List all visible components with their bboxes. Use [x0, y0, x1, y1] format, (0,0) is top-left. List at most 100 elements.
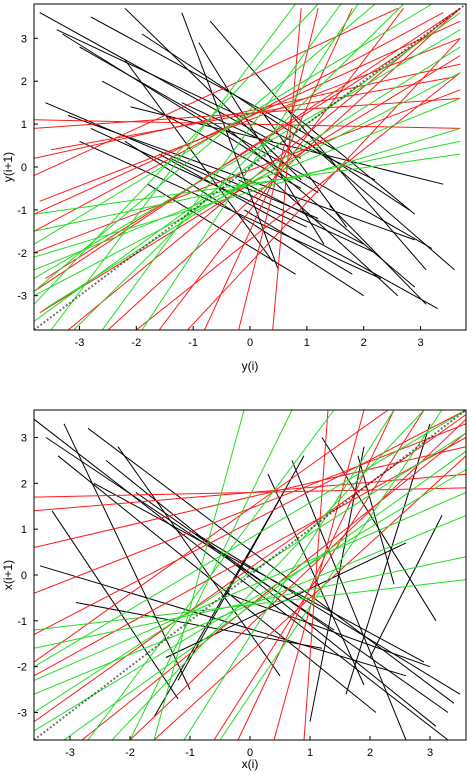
series-2-segment-16 — [34, 20, 461, 215]
series-1-segment-22 — [306, 140, 455, 271]
diagonal-trace — [34, 410, 466, 740]
series-3-segment-11 — [34, 579, 466, 631]
x-tick-label: -1 — [185, 747, 195, 759]
series-3-segment-1 — [34, 469, 466, 732]
chart-panel-2: -3 -2 -1 0 1 2 3 3 2 1 0 -1 -2 -3 x(i) x(i+1) — [1, 409, 467, 771]
x-tick-label: 2 — [361, 337, 367, 349]
series-3-segment-14 — [34, 72, 461, 297]
series-1-segment-19 — [87, 427, 455, 704]
series-1-segment-9 — [209, 20, 427, 271]
series-1-segment-29 — [238, 179, 364, 245]
series-1-segment-15 — [158, 153, 438, 310]
series-2-segment-10 — [158, 7, 404, 330]
series-3-segment-6 — [183, 410, 395, 740]
series-1 — [34, 418, 461, 740]
series-1-segment-25 — [79, 140, 381, 279]
series-2-segment-18 — [34, 7, 461, 292]
y-tick-label: -3 — [17, 708, 27, 720]
y-axis-label: y(i+1) — [1, 152, 15, 182]
series-1-segment-6 — [141, 33, 410, 211]
series-1-segment-8 — [181, 12, 279, 271]
series-1-segment-6 — [105, 460, 437, 727]
series-3-segment-10 — [219, 410, 443, 740]
series-1-segment-10 — [45, 102, 319, 219]
x-tick-label: -3 — [65, 747, 75, 759]
series-2-segment-17 — [187, 37, 461, 330]
y-tick-label: 2 — [21, 478, 27, 490]
series-1-segment-18 — [153, 487, 287, 718]
series-1-segment-9 — [345, 423, 431, 695]
series-3 — [34, 4, 461, 330]
x-tick-label: 3 — [417, 337, 423, 349]
series-2-segment-15 — [237, 410, 395, 740]
series-2-segment-5 — [81, 432, 466, 740]
y-tick-label: 2 — [21, 76, 27, 88]
series-2-segment-13 — [135, 72, 461, 330]
y-axis-label: x(i+1) — [1, 560, 15, 590]
x-tick-label: -2 — [131, 337, 141, 349]
series-3-segment-8 — [34, 410, 466, 668]
series-3-segment-14 — [34, 492, 466, 681]
series-1-segment-11 — [117, 446, 281, 677]
series-2-segment-14 — [34, 410, 389, 663]
series-3-segment-1 — [34, 4, 319, 305]
series-1-segment-28 — [329, 205, 427, 305]
x-axis-label: x(i) — [242, 757, 259, 771]
series-3 — [34, 410, 466, 740]
x-tick-label: 2 — [367, 747, 373, 759]
y-tick-label: -2 — [17, 248, 27, 260]
series-1-segment-18 — [124, 59, 274, 262]
series-3-segment-13 — [73, 4, 404, 330]
series-2-segment-6 — [67, 16, 450, 330]
x-axis-label: y(i) — [242, 359, 259, 373]
series-3-segment-8 — [101, 4, 342, 330]
y-tick-label: 0 — [21, 570, 27, 582]
series-1-segment-27 — [101, 80, 302, 189]
y-tick-label: -2 — [17, 662, 27, 674]
series-3-segment-15 — [34, 4, 433, 245]
series-1-segment-20 — [90, 127, 308, 228]
series-3-segment-7 — [34, 432, 466, 713]
x-tick-label: 1 — [307, 747, 313, 759]
series-3-segment-5 — [129, 410, 293, 740]
series-2-segment-13 — [129, 418, 466, 740]
series-2-segment-4 — [45, 33, 433, 279]
series-1-segment-13 — [39, 565, 407, 677]
series-3-segment-9 — [153, 410, 245, 740]
x-tick-label: -2 — [125, 747, 135, 759]
series-2-segment-8 — [34, 97, 461, 129]
x-tick-label: 0 — [247, 337, 253, 349]
series-3-segment-10 — [141, 4, 359, 330]
series-2 — [34, 7, 461, 330]
series-2-segment-8 — [273, 410, 365, 740]
series-3-segment-7 — [34, 140, 461, 232]
series-3-segment-3 — [50, 4, 296, 330]
series-1-segment-12 — [181, 102, 302, 159]
chart-panel-1: -3 -2 -1 0 1 2 3 3 2 1 0 -1 -2 -3 y(i) y(i+1) — [1, 3, 467, 373]
series-3-segment-3 — [34, 556, 466, 649]
series-1-segment-26 — [170, 157, 376, 254]
series-1-segment-8 — [291, 460, 407, 740]
x-tick-label: -3 — [75, 337, 85, 349]
series-1-segment-19 — [198, 42, 325, 245]
series-1-segment-16 — [266, 175, 399, 297]
series-1-segment-21 — [195, 533, 461, 695]
series-3-segment-4 — [34, 127, 461, 258]
y-tick-label: 3 — [21, 33, 27, 45]
series-3-segment-13 — [111, 410, 425, 740]
series-1-segment-1 — [34, 418, 449, 740]
x-tick-label: 0 — [247, 747, 253, 759]
y-tick-label: -1 — [17, 205, 27, 217]
series-1-segment-17 — [357, 455, 395, 585]
series-1-segment-4 — [93, 482, 425, 663]
series-1-segment-23 — [244, 209, 353, 275]
y-tick-label: 0 — [21, 162, 27, 174]
series-1-segment-4 — [90, 16, 336, 151]
series-2-segment-15 — [238, 8, 319, 330]
x-tick-label: -1 — [188, 337, 198, 349]
x-tick-label: 1 — [304, 337, 310, 349]
series-1-segment-23 — [57, 455, 377, 713]
series-3-segment-2 — [34, 29, 461, 279]
series-3-segment-9 — [34, 12, 461, 322]
